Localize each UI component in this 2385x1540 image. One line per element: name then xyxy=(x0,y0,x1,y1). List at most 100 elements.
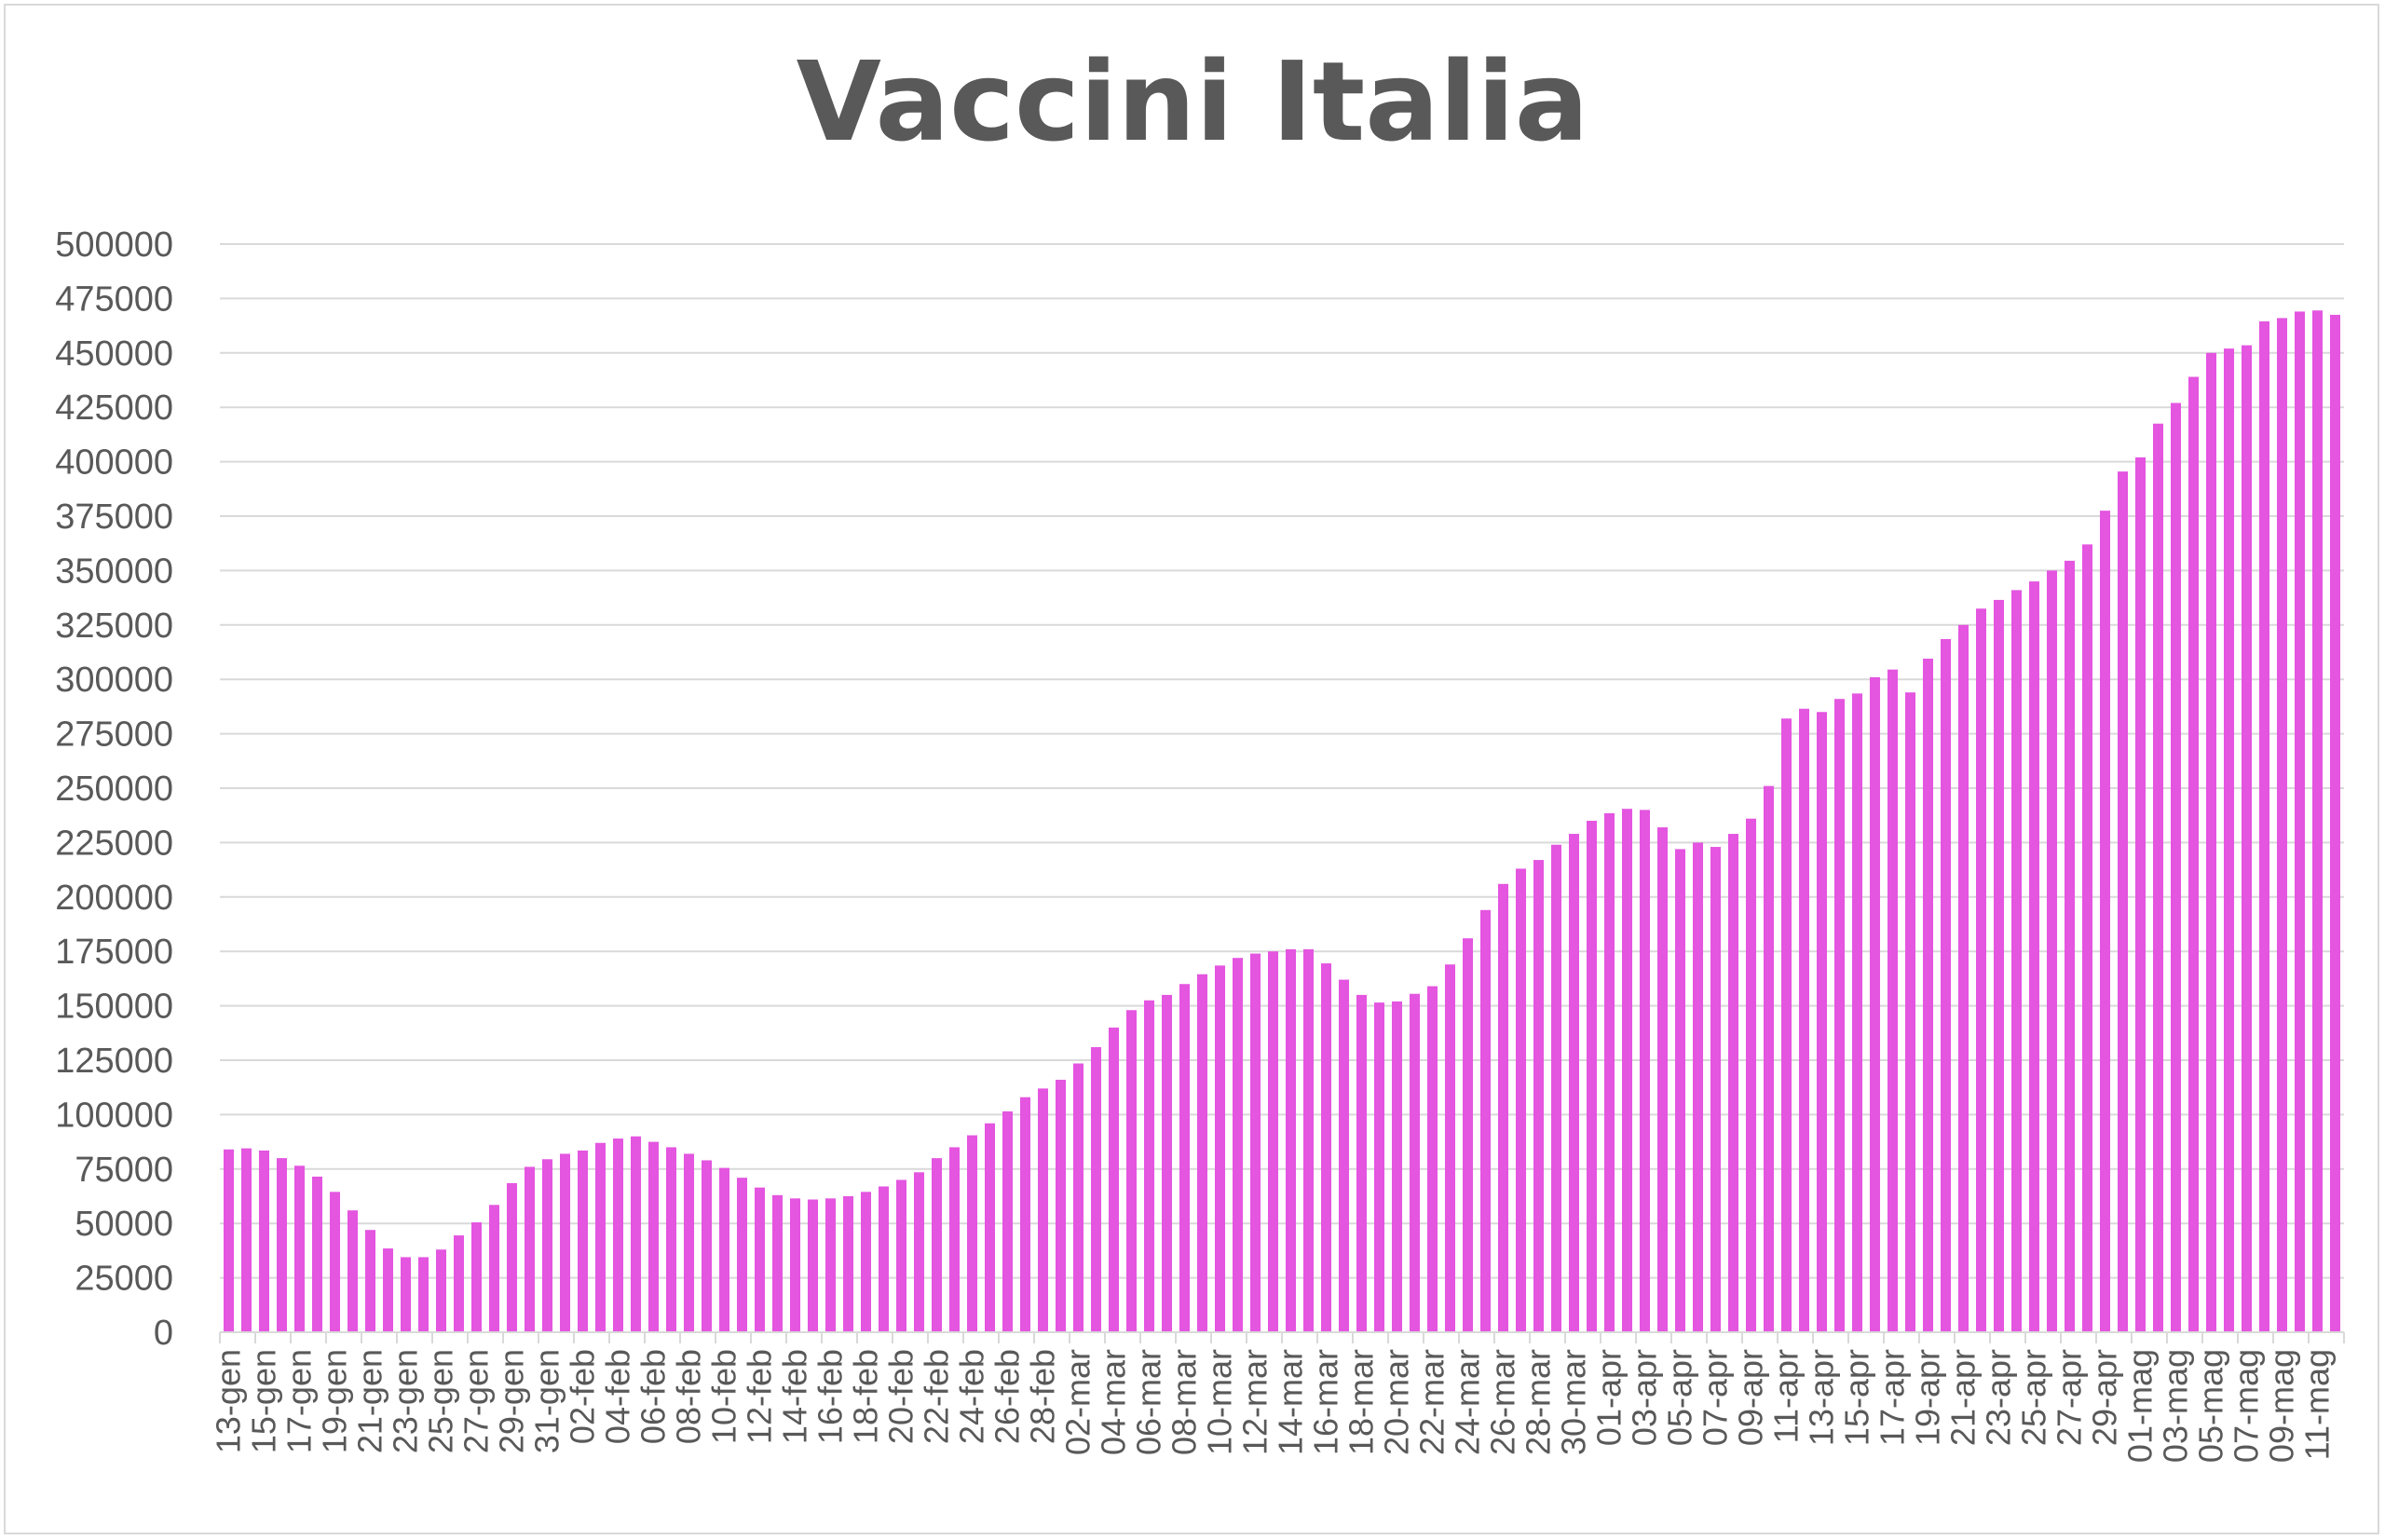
bar xyxy=(2187,376,2200,1333)
bar xyxy=(736,1178,748,1332)
x-tick-label: 28-feb xyxy=(1024,1349,1062,1444)
y-tick-label: 225000 xyxy=(55,824,173,863)
bar xyxy=(1674,849,1686,1332)
x-tick-label: 27-apr xyxy=(2051,1349,2089,1446)
bar xyxy=(1232,958,1244,1332)
x-tick-label: 17-gen xyxy=(280,1349,319,1453)
x-tick-label: 08-mar xyxy=(1165,1349,1204,1455)
x-tick-label: 26-mar xyxy=(1484,1349,1522,1455)
x-tick-label: 09-apr xyxy=(1732,1349,1770,1446)
bar xyxy=(825,1198,837,1332)
bar xyxy=(665,1147,677,1332)
bar xyxy=(1108,1027,1120,1332)
bar xyxy=(1550,844,1562,1332)
bar xyxy=(1957,624,1969,1332)
x-tick-label: 18-mar xyxy=(1342,1349,1381,1455)
bar xyxy=(1285,948,1297,1332)
x-tick-label: 02-mar xyxy=(1059,1349,1097,1455)
x-tick-label: 19-gen xyxy=(316,1349,354,1453)
bar xyxy=(1391,1001,1403,1332)
bar xyxy=(878,1186,890,1332)
bar xyxy=(771,1194,784,1332)
bar xyxy=(966,1135,978,1332)
x-tick-label: 19-apr xyxy=(1909,1349,1947,1446)
bar xyxy=(1426,986,1438,1332)
x-tick-label: 14-mar xyxy=(1272,1349,1310,1455)
y-tick-label: 200000 xyxy=(55,879,173,918)
y-tick-label: 350000 xyxy=(55,552,173,591)
y-tick-label: 250000 xyxy=(55,770,173,809)
bar xyxy=(293,1165,306,1332)
bar xyxy=(1002,1111,1014,1332)
bar xyxy=(470,1222,483,1332)
x-tick-label: 17-apr xyxy=(1874,1349,1912,1446)
y-tick-label: 25000 xyxy=(75,1260,173,1299)
bar xyxy=(1869,676,1881,1332)
bar xyxy=(2117,471,2129,1332)
bar xyxy=(1692,842,1704,1332)
bar xyxy=(1444,964,1456,1332)
bar xyxy=(577,1150,589,1332)
bar xyxy=(948,1147,961,1332)
bar xyxy=(630,1136,642,1332)
bar xyxy=(1090,1046,1102,1332)
x-tick-label: 02-feb xyxy=(564,1349,602,1444)
y-tick-label: 475000 xyxy=(55,279,173,319)
bar xyxy=(1338,979,1350,1332)
x-tick-label: 14-feb xyxy=(776,1349,814,1444)
bar xyxy=(1904,692,1916,1332)
y-tick-label: 125000 xyxy=(55,1042,173,1081)
y-tick-label: 450000 xyxy=(55,334,173,374)
bar xyxy=(1373,1002,1385,1332)
bar xyxy=(1940,638,1952,1332)
x-tick-label: 22-feb xyxy=(918,1349,956,1444)
gridlines xyxy=(220,243,2344,1279)
x-tick-label: 12-mar xyxy=(1236,1349,1274,1455)
x-tick-label: 09-mag xyxy=(2263,1349,2301,1463)
bar xyxy=(488,1205,500,1332)
bar xyxy=(1851,693,1863,1332)
bar xyxy=(895,1179,907,1332)
x-tick-label: 12-feb xyxy=(741,1349,779,1444)
x-tick-label: 25-gen xyxy=(422,1349,460,1453)
y-tick-label: 275000 xyxy=(55,715,173,755)
bar xyxy=(860,1192,872,1332)
bar xyxy=(453,1235,465,1332)
bar xyxy=(240,1148,252,1332)
chart-title: Vaccini Italia xyxy=(796,37,1589,166)
y-tick-label: 300000 xyxy=(55,661,173,700)
bar xyxy=(364,1230,376,1332)
bar xyxy=(1656,827,1669,1332)
x-tick-label: 03-mag xyxy=(2157,1349,2195,1463)
bar xyxy=(701,1160,713,1332)
bar xyxy=(1462,938,1474,1332)
x-tick-label: 21-apr xyxy=(1944,1349,1983,1446)
bar xyxy=(754,1187,766,1332)
bar xyxy=(417,1257,429,1332)
x-tick-label: 25-apr xyxy=(2015,1349,2053,1446)
x-tick-label: 24-mar xyxy=(1449,1349,1487,1455)
bar xyxy=(1055,1080,1067,1332)
bar xyxy=(1515,868,1527,1332)
bar xyxy=(1356,994,1368,1332)
bar xyxy=(435,1249,447,1332)
y-tick-label: 175000 xyxy=(55,933,173,972)
x-axis xyxy=(219,1331,2345,1343)
bar xyxy=(2241,345,2253,1332)
bar xyxy=(1179,984,1191,1332)
x-tick-label: 10-mar xyxy=(1201,1349,1239,1455)
x-tick-label: 16-mar xyxy=(1307,1349,1345,1455)
bar xyxy=(1214,965,1226,1332)
x-tick-label: 05-mag xyxy=(2192,1349,2230,1463)
bar xyxy=(647,1141,660,1332)
bar xyxy=(594,1142,606,1332)
bar xyxy=(2329,314,2341,1332)
bar xyxy=(1302,948,1315,1332)
bar xyxy=(1710,847,1722,1332)
x-tick-label: 06-feb xyxy=(634,1349,673,1444)
x-tick-label: 13-apr xyxy=(1803,1349,1841,1446)
bar xyxy=(276,1158,288,1332)
bar xyxy=(683,1153,695,1332)
bar xyxy=(1745,818,1757,1332)
x-tick-label: 26-feb xyxy=(988,1349,1027,1444)
